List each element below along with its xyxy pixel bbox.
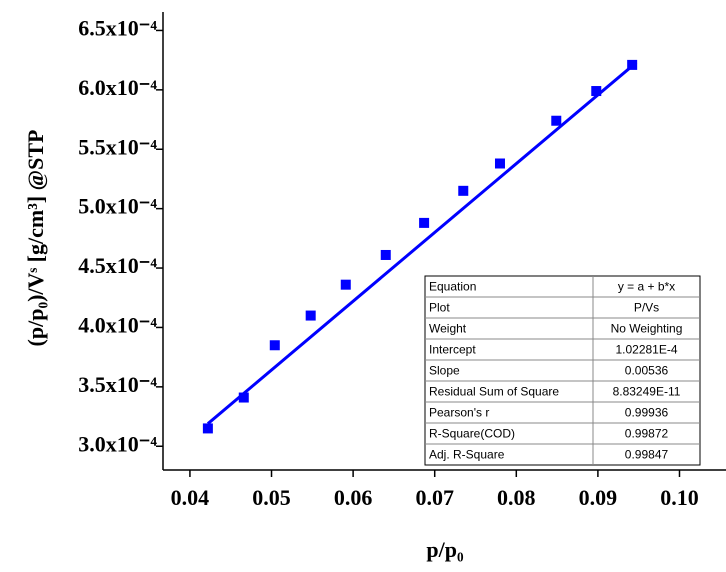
fit-table <box>424 275 701 466</box>
table-value: P/Vs <box>634 301 659 315</box>
table-value: 0.99872 <box>625 427 669 441</box>
fit-line <box>206 61 638 425</box>
table-key: Intercept <box>429 343 476 357</box>
y-tick-label: 3.5x10⁻⁴ <box>78 372 157 397</box>
x-tick-label: 0.08 <box>497 485 536 510</box>
data-point <box>627 59 638 70</box>
table-key: R-Square(COD) <box>429 427 515 441</box>
table-key: Plot <box>429 301 450 315</box>
y-tick-label: 4.0x10⁻⁴ <box>78 312 157 337</box>
y-tick-label: 5.5x10⁻⁴ <box>78 134 157 159</box>
data-point <box>551 115 562 126</box>
y-tick-label: 6.5x10⁻⁴ <box>78 15 157 40</box>
data-point <box>305 310 316 321</box>
data-point <box>202 423 213 434</box>
table-key: Residual Sum of Square <box>429 385 559 399</box>
data-point <box>269 340 280 351</box>
table-value: 0.00536 <box>625 364 669 378</box>
table-value: 0.99847 <box>625 448 669 462</box>
table-value: No Weighting <box>611 322 683 336</box>
y-tick-label: 5.0x10⁻⁴ <box>78 194 157 219</box>
x-tick-label: 0.09 <box>579 485 618 510</box>
data-point <box>340 279 351 290</box>
y-tick-label: 3.0x10⁻⁴ <box>78 431 157 456</box>
table-key: Equation <box>429 280 476 294</box>
table-value: 0.99936 <box>625 406 669 420</box>
data-point <box>591 86 602 97</box>
table-key: Adj. R-Square <box>429 448 505 462</box>
y-tick-label: 4.5x10⁻⁴ <box>78 253 157 278</box>
table-key: Weight <box>429 322 467 336</box>
data-point <box>494 158 505 169</box>
y-tick-label: 6.0x10⁻⁴ <box>78 75 157 100</box>
data-point <box>458 185 469 196</box>
x-axis-label: p/p₀ <box>426 537 464 562</box>
data-point <box>238 392 249 403</box>
table-value: y = a + b*x <box>618 280 675 294</box>
data-point <box>380 249 391 260</box>
x-tick-label: 0.05 <box>252 485 291 510</box>
table-value: 8.83249E-11 <box>613 385 681 399</box>
data-point <box>419 217 430 228</box>
x-tick-label: 0.10 <box>660 485 699 510</box>
y-axis-label: (p/p₀)/Vˢ [g/cm³] @STP <box>23 130 48 347</box>
x-tick-label: 0.06 <box>334 485 373 510</box>
x-tick-label: 0.07 <box>415 485 454 510</box>
table-key: Pearson's r <box>429 406 489 420</box>
table-key: Slope <box>429 364 460 378</box>
table-value: 1.02281E-4 <box>615 343 677 357</box>
x-tick-label: 0.04 <box>171 485 210 510</box>
